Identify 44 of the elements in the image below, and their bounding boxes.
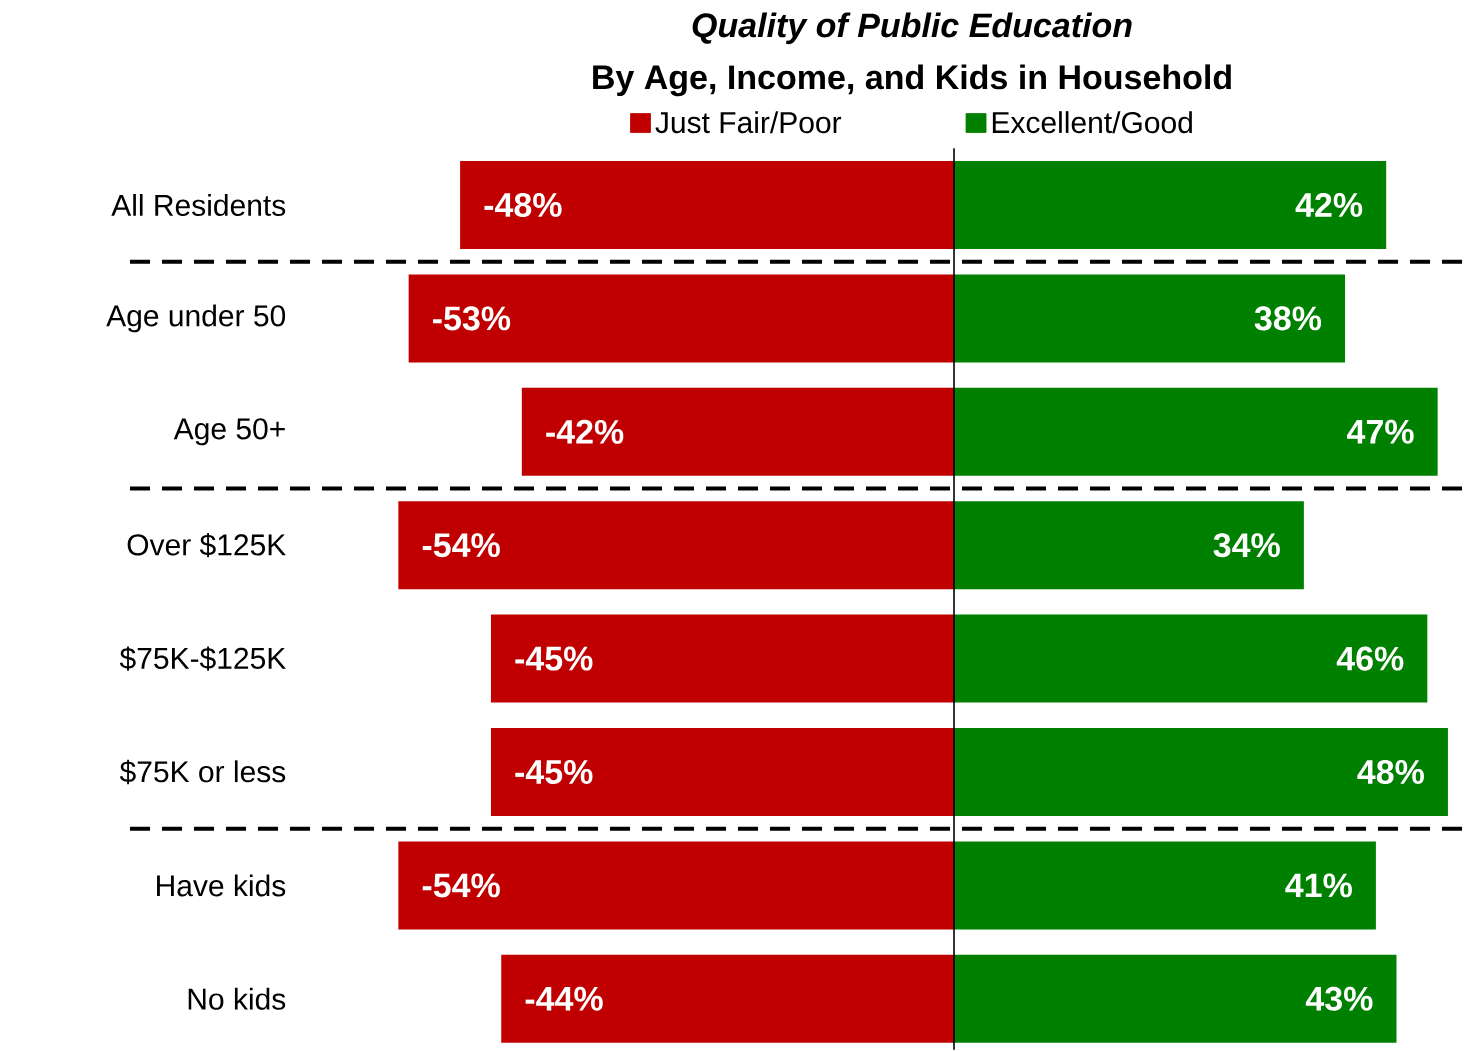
y-tick-label: Age under 50 — [106, 304, 286, 333]
data-label: -54% — [422, 533, 500, 558]
data-label: -54% — [422, 873, 500, 898]
data-label: -48% — [484, 192, 562, 218]
data-label: -53% — [433, 306, 511, 331]
chart-subtitle: By Age, Income, and Kids in Household — [593, 64, 1231, 97]
data-label: 42% — [1295, 193, 1363, 217]
data-label: 34% — [1213, 533, 1280, 558]
y-tick-label: All Residents — [111, 193, 286, 217]
data-label: 47% — [1347, 419, 1414, 444]
y-tick-label: Have kids — [157, 874, 286, 897]
data-label: 41% — [1285, 873, 1352, 898]
bar — [521, 387, 955, 476]
y-tick-label: Over $125K — [127, 533, 286, 558]
bar — [954, 841, 1376, 930]
bar — [398, 501, 955, 590]
legend-label: Excellent/Good — [992, 111, 1192, 134]
y-tick-label: No kids — [188, 987, 286, 1010]
data-label: 43% — [1305, 986, 1373, 1011]
bar — [954, 728, 1448, 816]
bar — [490, 728, 955, 816]
chart-title: Quality of Public Education — [692, 12, 1132, 45]
bar — [490, 614, 955, 703]
y-tick-label: Age 50+ — [173, 418, 285, 446]
bar — [954, 614, 1428, 703]
data-label: 38% — [1254, 306, 1322, 331]
bar — [954, 274, 1346, 363]
bar — [398, 841, 955, 930]
bar — [501, 954, 955, 1043]
data-label: -45% — [515, 760, 593, 784]
legend-label: Just Fair/Poor — [655, 111, 842, 134]
bar — [408, 274, 955, 363]
data-label: -45% — [515, 646, 593, 671]
data-label: -42% — [546, 419, 624, 444]
y-tick-label: $75K or less — [119, 759, 286, 785]
bar — [954, 501, 1304, 590]
bar — [954, 161, 1387, 250]
y-tick-label: $75K-$125K — [119, 646, 286, 671]
data-label: 48% — [1357, 759, 1424, 785]
data-label: 46% — [1336, 646, 1404, 671]
bar — [954, 387, 1438, 476]
bar — [460, 161, 955, 250]
data-label: -44% — [525, 986, 603, 1011]
bar — [954, 954, 1397, 1043]
